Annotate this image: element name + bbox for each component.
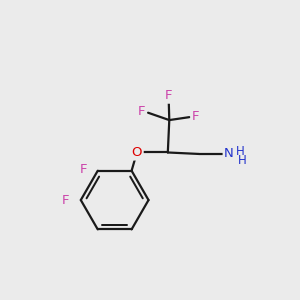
Text: H: H [238,154,246,167]
Text: O: O [132,146,142,159]
Text: F: F [165,89,172,102]
Text: F: F [192,110,200,123]
Text: H: H [236,145,244,158]
Text: F: F [138,105,146,118]
Text: F: F [62,194,69,207]
Text: N: N [224,147,234,160]
Text: F: F [80,163,87,176]
